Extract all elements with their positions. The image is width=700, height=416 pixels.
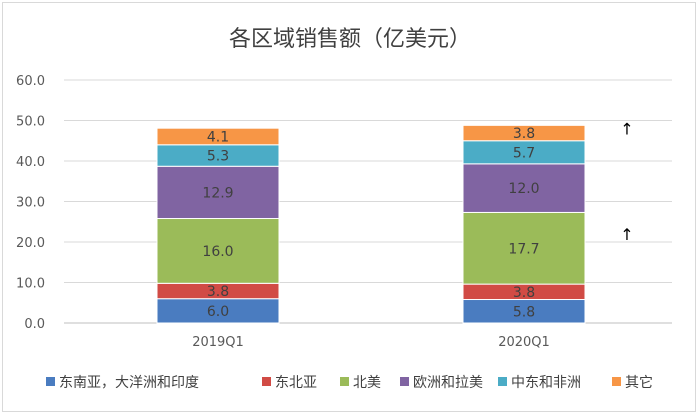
bar-segment — [462, 211, 586, 285]
y-tick-label: 20.0 — [16, 236, 45, 251]
legend-swatch — [46, 377, 55, 386]
data-label: 3.8 — [207, 284, 229, 300]
bar-segment — [462, 163, 586, 213]
x-axis-categories: 2019Q1 2020Q1 — [192, 335, 550, 350]
data-label: 3.8 — [513, 285, 535, 301]
y-tick-label: 50.0 — [16, 115, 45, 130]
y-tick-label: 30.0 — [16, 196, 45, 211]
legend-swatch — [400, 377, 409, 386]
y-tick-label: 0.0 — [24, 317, 45, 332]
chart-title: 各区域销售额（亿美元） — [229, 27, 471, 52]
legend-swatch — [498, 377, 507, 386]
legend-label: 欧洲和拉美 — [413, 375, 483, 391]
y-tick-label: 40.0 — [16, 155, 45, 170]
data-label: 6.0 — [207, 304, 229, 320]
bar-segment — [156, 127, 280, 146]
data-label: 5.3 — [207, 149, 229, 165]
legend: 东南亚，大洋洲和印度 东北亚 北美 欧洲和拉美 中东和非洲 其它 — [46, 374, 653, 391]
legend-swatch — [340, 377, 349, 386]
bar-segment — [462, 124, 586, 142]
bar-segment — [156, 298, 280, 324]
bar-segment — [156, 218, 280, 284]
annotations: ↑↑ — [620, 120, 633, 244]
data-labels: 6.0 3.8 16.0 12.9 5.3 4.1 5.8 3.8 17.7 12.0 5.7 3.8 — [202, 126, 539, 320]
data-label: 12.0 — [508, 181, 539, 197]
up-arrow-annotation: ↑ — [620, 225, 633, 244]
y-axis-ticks: 0.0 10.0 20.0 30.0 40.0 50.0 60.0 — [16, 74, 45, 332]
y-tick-label: 60.0 — [16, 74, 45, 89]
legend-label: 其它 — [625, 374, 653, 391]
data-label: 12.9 — [202, 185, 233, 201]
legend-label: 东南亚，大洋洲和印度 — [59, 375, 199, 391]
data-label: 4.1 — [207, 129, 229, 145]
up-arrow-annotation: ↑ — [620, 120, 633, 139]
x-category-label: 2019Q1 — [192, 335, 244, 350]
data-label: 16.0 — [202, 244, 233, 260]
bars — [156, 124, 586, 324]
data-label: 5.8 — [513, 304, 535, 320]
legend-swatch — [612, 377, 621, 386]
legend-swatch — [262, 377, 271, 386]
x-category-label: 2020Q1 — [498, 335, 550, 350]
legend-label: 北美 — [353, 375, 381, 391]
legend-label: 东北亚 — [275, 375, 317, 391]
data-label: 5.7 — [513, 145, 535, 161]
data-label: 3.8 — [513, 126, 535, 142]
y-tick-label: 10.0 — [16, 277, 45, 292]
bar-segment — [156, 165, 280, 220]
legend-label: 中东和非洲 — [511, 375, 581, 391]
data-label: 17.7 — [508, 241, 539, 257]
